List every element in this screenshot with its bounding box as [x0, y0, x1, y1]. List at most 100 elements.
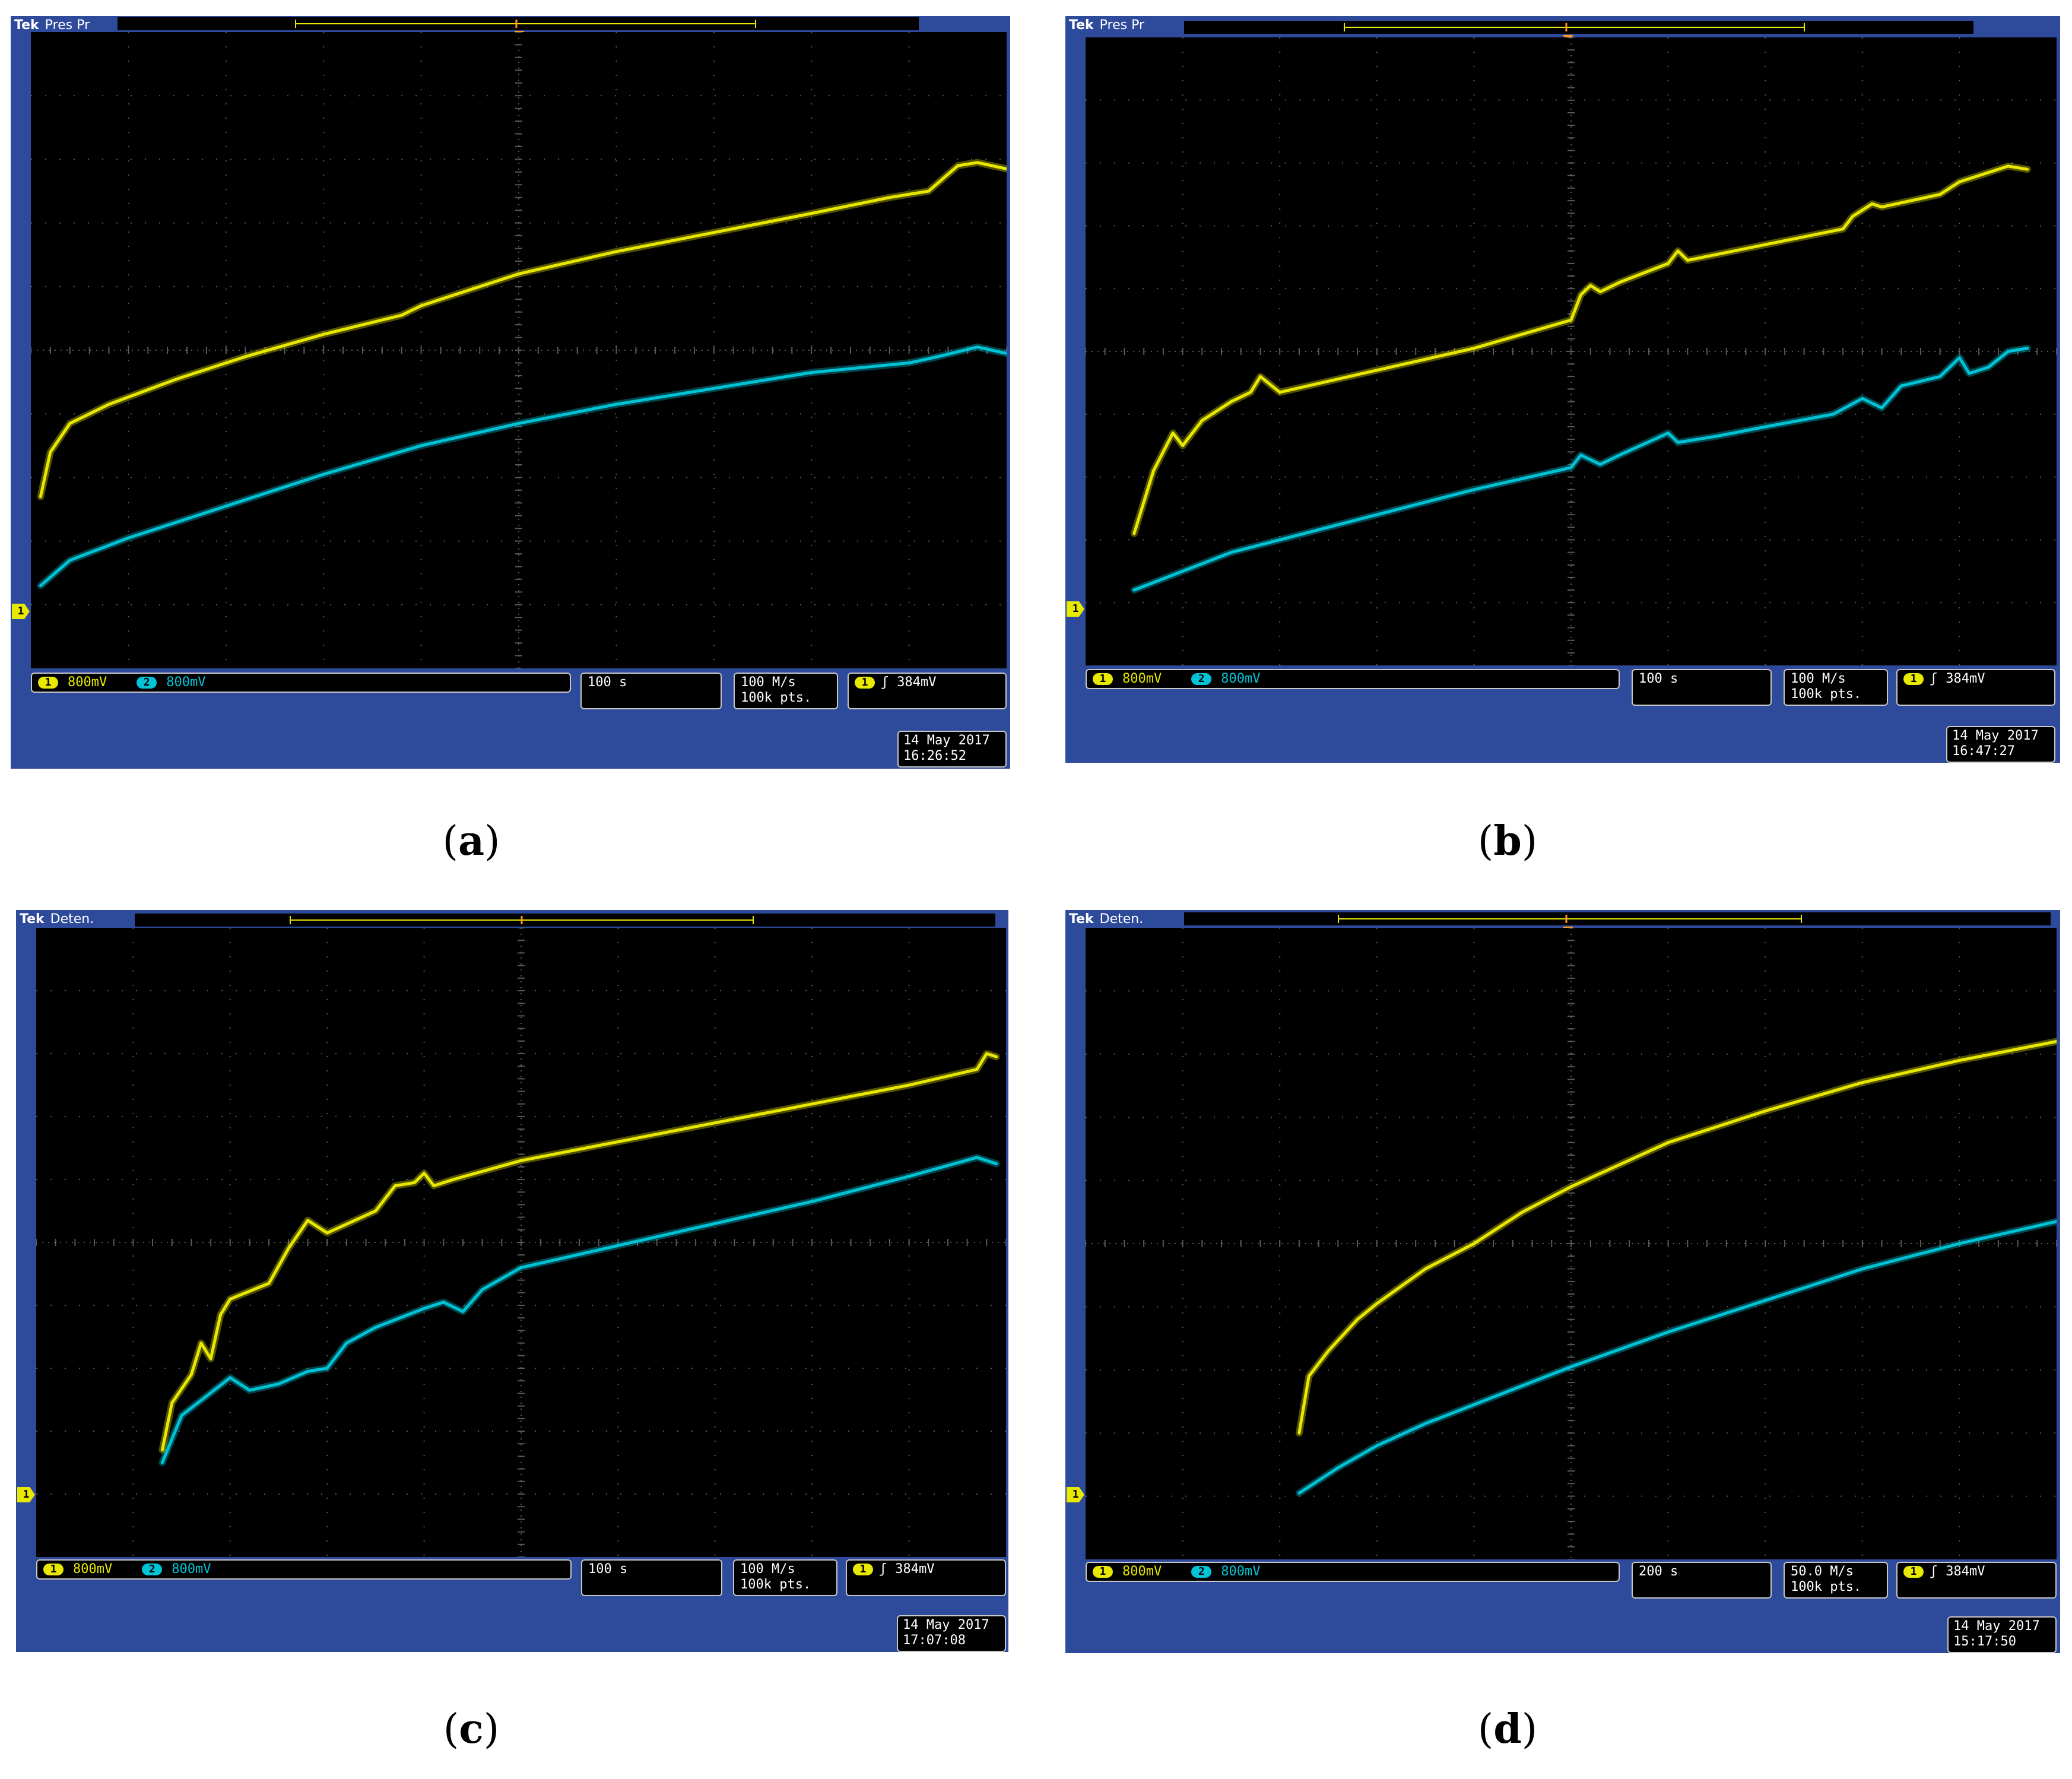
sample-rate: 100 M/s [741, 675, 796, 690]
brand-label: Tek [20, 912, 45, 927]
record-window-indicator [1338, 915, 1802, 923]
trigger-readout[interactable]: 1 ʃ 384mV [1896, 1562, 2057, 1599]
time: 16:47:27 [1952, 744, 2015, 759]
waveform-display [1086, 928, 2057, 1559]
record-view-strip [135, 914, 995, 927]
ch1-badge: 1 [1093, 1566, 1113, 1578]
channel-scale-readout[interactable]: 1 800mV 2 800mV [36, 1559, 572, 1580]
ch1-waveform-noise-band [1295, 1038, 2057, 1437]
waveform-plot [1086, 37, 2057, 665]
channel-scale-readout[interactable]: 1 800mV 2 800mV [31, 673, 571, 693]
record-length: 100k pts. [740, 1577, 811, 1592]
trigger-level: 384mV [1946, 1564, 1985, 1579]
ch1-scale: 800mV [1122, 671, 1162, 686]
trigger-level: 384mV [1946, 671, 1985, 686]
ch2-scale: 800mV [172, 1562, 211, 1577]
header-label: Tek Deten. [1069, 912, 1143, 927]
timebase-readout[interactable]: 100 s [581, 1559, 722, 1596]
trigger-source-badge: 1 [855, 677, 875, 689]
caption-letter: b [1493, 817, 1522, 865]
brand-label: Tek [1069, 18, 1094, 33]
acquisition-readout[interactable]: 50.0 M/s 100k pts. [1784, 1562, 1888, 1599]
sample-rate: 50.0 M/s [1791, 1564, 1854, 1579]
trigger-readout[interactable]: 1 ʃ 384mV [848, 673, 1007, 709]
trigger-source-badge: 1 [1903, 673, 1924, 685]
record-view-strip [1184, 912, 2051, 925]
ch1-ground-marker[interactable]: 1 [17, 1487, 35, 1502]
timestamp-readout: 14 May 2017 16:47:27 [1946, 726, 2055, 763]
trigger-source-badge: 1 [853, 1564, 873, 1575]
timebase: 100 s [588, 675, 627, 690]
caption-b: (b) [1477, 817, 1538, 865]
timestamp-readout: 14 May 2017 17:07:08 [897, 1615, 1006, 1652]
ch2-waveform [1297, 1220, 2057, 1495]
waveform-plot [1086, 928, 2057, 1559]
acquisition-readout[interactable]: 100 M/s 100k pts. [1784, 669, 1888, 706]
timebase: 100 s [588, 1562, 628, 1577]
trigger-level: 384mV [897, 675, 937, 690]
ch1-ground-marker[interactable]: 1 [1067, 1487, 1084, 1502]
ch1-waveform [1297, 1040, 2057, 1435]
ch1-badge: 1 [43, 1564, 64, 1575]
graticule [1086, 928, 2057, 1559]
oscilloscope-bezel: Tek Pres Pr 1 1 800mV 2 800mV 100 s 100 M/s 1… [11, 16, 1010, 769]
date: 14 May 2017 [1952, 728, 2039, 743]
rising-edge-icon: ʃ [881, 675, 889, 690]
timebase-readout[interactable]: 200 s [1632, 1562, 1772, 1599]
ch2-badge: 2 [1191, 673, 1212, 685]
ch1-badge: 1 [1093, 673, 1113, 685]
caption-letter: a [458, 817, 485, 865]
rising-edge-icon: ʃ [1930, 1564, 1938, 1579]
ch1-waveform-noise-band [37, 158, 1007, 500]
timebase-readout[interactable]: 100 s [1632, 669, 1772, 706]
ch2-waveform-noise-band [1295, 1217, 2057, 1497]
brand-label: Tek [1069, 912, 1094, 927]
record-length: 100k pts. [1791, 1580, 1862, 1594]
ch2-badge: 2 [142, 1564, 163, 1575]
acquisition-readout[interactable]: 100 M/s 100k pts. [734, 673, 838, 709]
ch2-badge: 2 [137, 677, 157, 689]
ch1-ground-marker[interactable]: 1 [12, 604, 30, 619]
acquisition-mode: Pres Pr [1099, 18, 1144, 33]
record-window-indicator [290, 916, 754, 924]
timebase-readout[interactable]: 100 s [580, 673, 722, 709]
date: 14 May 2017 [903, 1618, 989, 1632]
record-view-strip [118, 17, 919, 30]
ch2-waveform [160, 1156, 998, 1464]
time: 16:26:52 [903, 749, 966, 763]
ch1-ground-marker[interactable]: 1 [1067, 601, 1084, 617]
header-label: Tek Pres Pr [1069, 18, 1144, 33]
trigger-readout[interactable]: 1 ʃ 384mV [1896, 669, 2055, 706]
channel-scale-readout[interactable]: 1 800mV 2 800mV [1086, 1562, 1620, 1582]
date: 14 May 2017 [1953, 1619, 2040, 1634]
oscilloscope-bezel: Tek Deten. 1 1 800mV 2 800mV 200 s 50.0 M/s 1… [1065, 910, 2060, 1653]
sample-rate: 100 M/s [740, 1562, 795, 1577]
sample-rate: 100 M/s [1791, 671, 1846, 686]
ch1-waveform [160, 1052, 998, 1452]
oscilloscope-bezel: Tek Deten. 1 1 800mV 2 800mV 100 s 100 M/s 10… [16, 910, 1008, 1652]
time: 15:17:50 [1953, 1634, 2016, 1649]
rising-edge-icon: ʃ [1930, 671, 1938, 686]
ch2-waveform-noise-band [37, 343, 1007, 589]
trigger-readout[interactable]: 1 ʃ 384mV [846, 1559, 1006, 1596]
acquisition-readout[interactable]: 100 M/s 100k pts. [733, 1559, 837, 1596]
ch1-waveform [1132, 164, 2029, 535]
waveform-plot [36, 928, 1006, 1557]
ch1-waveform-noise-band [1130, 162, 2031, 537]
ch2-scale: 800mV [1221, 1564, 1261, 1579]
waveform-display [1086, 37, 2057, 665]
timebase: 200 s [1639, 1564, 1678, 1579]
ch2-waveform-noise-band [158, 1153, 1000, 1466]
waveform-plot [31, 32, 1007, 668]
time: 17:07:08 [903, 1633, 966, 1648]
ch1-waveform [39, 161, 1007, 499]
waveform-display [31, 32, 1007, 668]
caption-letter: c [459, 1705, 484, 1753]
graticule [36, 928, 1006, 1557]
caption-letter: d [1493, 1705, 1522, 1753]
ch2-scale: 800mV [1221, 671, 1261, 686]
record-view-strip [1184, 21, 1973, 34]
header-label: Tek Deten. [20, 912, 94, 927]
channel-scale-readout[interactable]: 1 800mV 2 800mV [1086, 669, 1620, 689]
acquisition-mode: Deten. [50, 912, 94, 927]
